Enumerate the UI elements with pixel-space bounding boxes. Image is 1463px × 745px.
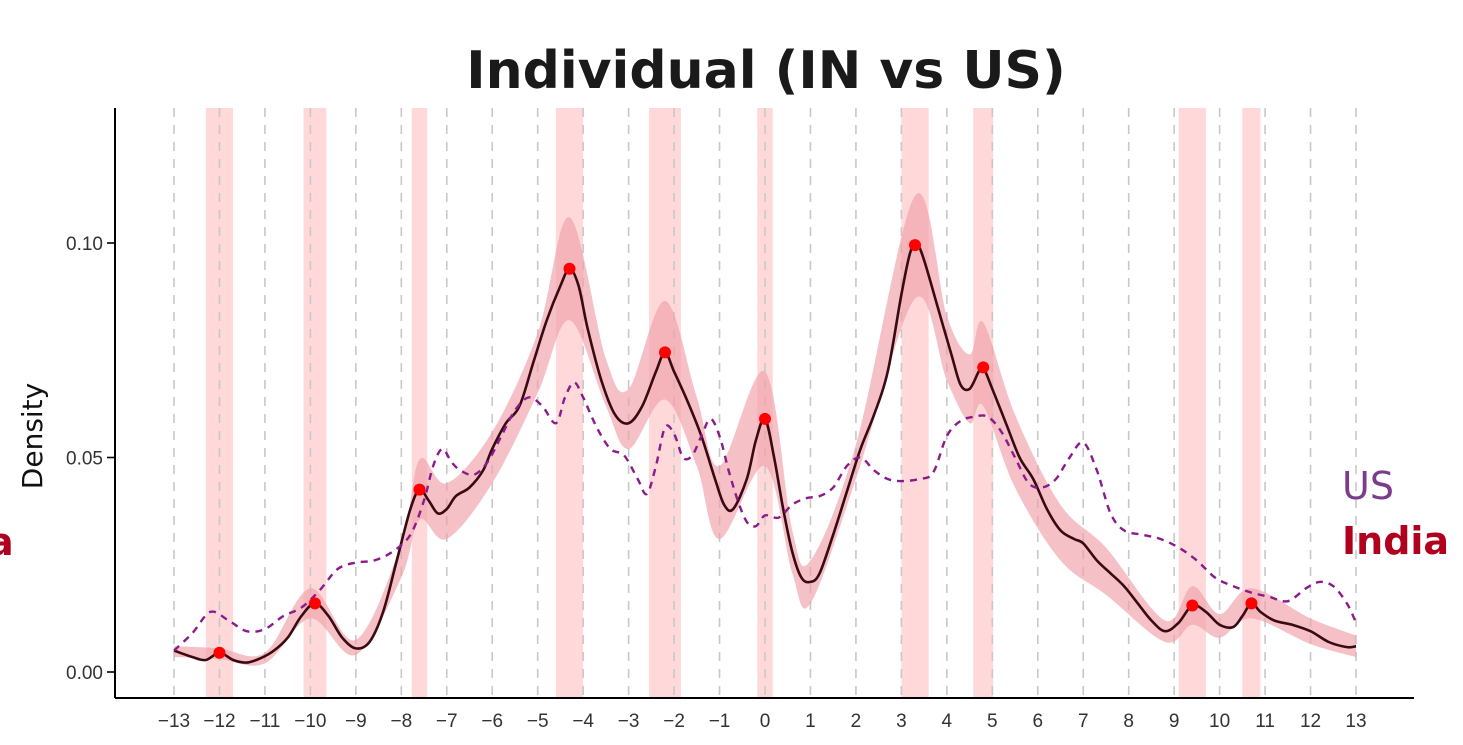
peak-marker <box>658 346 671 359</box>
x-tick-label: −10 <box>294 711 326 732</box>
peak-band <box>411 108 428 698</box>
peak-markers <box>213 239 1258 659</box>
x-tick-label: −3 <box>618 711 640 732</box>
india-confidence-band <box>174 193 1356 666</box>
confidence-band <box>174 193 1356 666</box>
peak-marker <box>977 361 990 374</box>
series-line-us <box>173 381 1358 652</box>
x-tick-labels: −13 −12 −11 −10 −9 −8 −7 −6 −5 −4 −3 −2 −1 0 1 2 3 4 5 6 7 8 9… <box>158 711 1367 732</box>
x-tick-label: −9 <box>345 711 367 732</box>
x-tick-label: −6 <box>481 711 503 732</box>
peak-marker <box>213 646 226 659</box>
series-line-india <box>173 243 1357 664</box>
x-tick-label: 2 <box>851 711 862 732</box>
x-tick-label: 3 <box>896 711 907 732</box>
peak-band <box>1242 108 1261 698</box>
x-tick-label: 4 <box>942 711 953 732</box>
peak-marker <box>909 239 922 252</box>
y-tick-label: 0.10 <box>66 234 103 255</box>
x-tick-label: −13 <box>158 711 190 732</box>
x-tick-label: −1 <box>709 711 731 732</box>
peak-bands <box>205 108 1261 698</box>
x-tick-label: −8 <box>390 711 412 732</box>
x-tick-label: 10 <box>1209 711 1230 732</box>
y-tick-label: 0.05 <box>66 449 103 470</box>
axes <box>114 108 1414 699</box>
x-tick-label: 9 <box>1169 711 1180 732</box>
chart-title: Individual (IN vs US) <box>466 41 1066 101</box>
peak-marker <box>413 483 426 496</box>
y-tick-labels: 0.00 0.05 0.10 <box>66 234 115 684</box>
x-tick-label: 11 <box>1255 711 1275 732</box>
y-axis-label: Density <box>16 383 49 489</box>
peak-band <box>555 108 584 698</box>
legend-cut-label: a <box>0 520 14 564</box>
x-tick-label: −7 <box>436 711 458 732</box>
peak-marker <box>1245 597 1258 610</box>
x-tick-label: 5 <box>987 711 998 732</box>
peak-marker <box>308 597 321 610</box>
x-tick-label: 0 <box>760 711 771 732</box>
y-tick-label: 0.00 <box>66 663 103 684</box>
series-lines <box>173 243 1358 664</box>
x-tick-label: −11 <box>250 711 281 732</box>
x-tick-label: −12 <box>203 711 235 732</box>
x-tick-label: 12 <box>1300 711 1321 732</box>
x-tick-label: 8 <box>1123 711 1134 732</box>
peak-marker <box>1186 599 1199 612</box>
legend-india: India <box>1342 519 1449 563</box>
x-tick-label: −2 <box>663 711 685 732</box>
x-tick-label: −4 <box>572 711 594 732</box>
x-tick-label: 7 <box>1078 711 1089 732</box>
peak-band <box>303 108 327 698</box>
x-tick-label: 6 <box>1032 711 1043 732</box>
x-tick-label: −5 <box>527 711 549 732</box>
legend-us: US <box>1342 464 1394 508</box>
peak-marker <box>563 262 576 275</box>
x-tick-label: 1 <box>805 711 816 732</box>
peak-marker <box>759 412 771 425</box>
x-tick-label: 13 <box>1345 711 1366 732</box>
